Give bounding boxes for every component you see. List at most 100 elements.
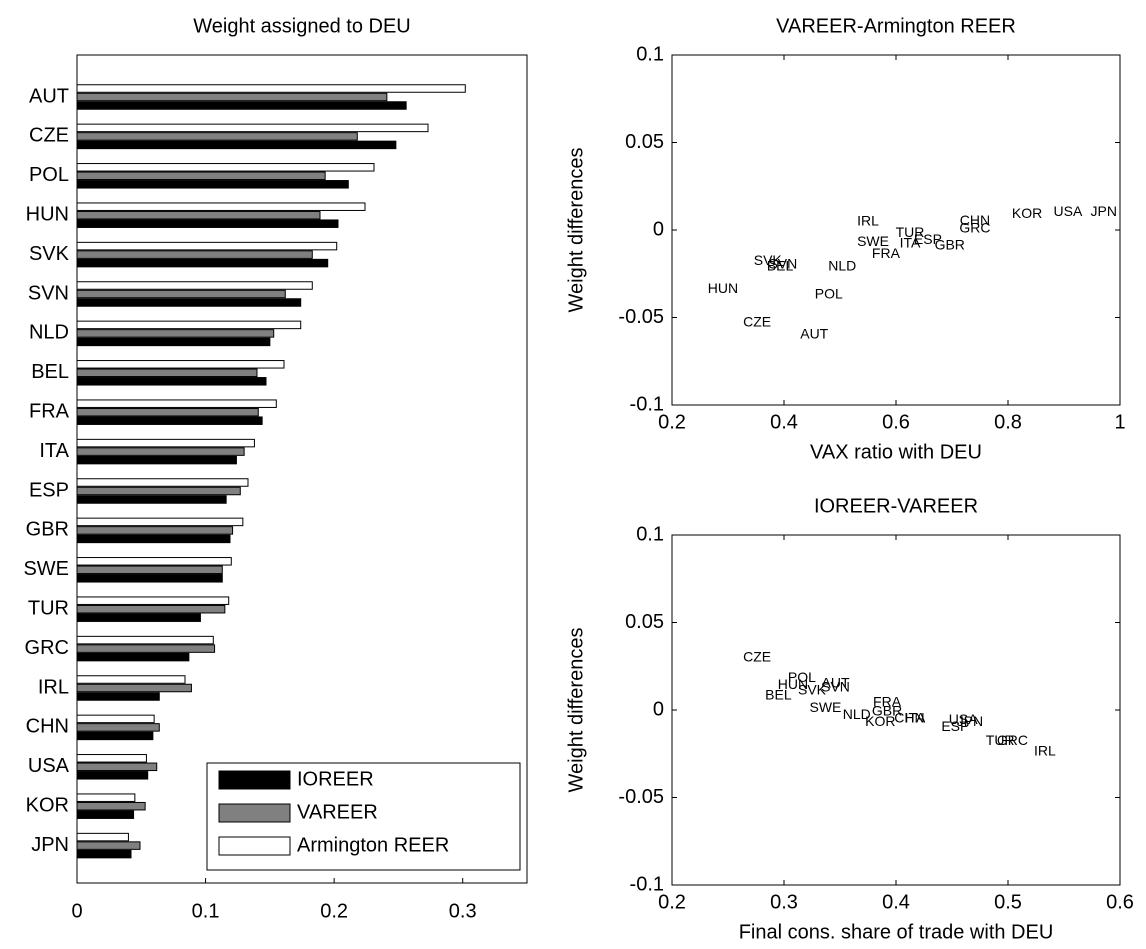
point-label: ITA xyxy=(905,709,926,725)
bar xyxy=(76,447,245,456)
y-tick-label: HUN xyxy=(26,203,69,225)
bar xyxy=(76,298,302,307)
point-label: CHN xyxy=(960,212,990,228)
bar xyxy=(76,762,158,772)
y-tick-label: SWE xyxy=(23,558,69,580)
bar xyxy=(76,92,388,102)
bar xyxy=(76,219,339,228)
bar xyxy=(76,613,201,622)
bar xyxy=(76,132,358,141)
x-tick-label: 0 xyxy=(71,900,82,922)
y-tick-label: ESP xyxy=(29,479,69,501)
y-tick-label: SVN xyxy=(28,282,69,304)
point-label: FRA xyxy=(872,245,901,261)
bar xyxy=(76,832,129,842)
bar xyxy=(76,123,429,133)
point-label: ESP xyxy=(941,718,969,734)
x-tick-label: 0.6 xyxy=(1106,891,1134,913)
point-label: POL xyxy=(815,285,843,301)
point-label: NLD xyxy=(843,706,871,722)
bar xyxy=(76,849,132,859)
point-label: SVK xyxy=(798,681,827,697)
x-axis-label: Final cons. share of trade with DEU xyxy=(739,921,1054,943)
point-label: USA xyxy=(1054,203,1083,219)
bar xyxy=(76,377,267,386)
bar xyxy=(76,754,147,763)
bar xyxy=(76,478,249,487)
bar xyxy=(76,486,241,496)
point-label: HUN xyxy=(778,676,808,692)
x-tick-label: 0.6 xyxy=(882,411,910,433)
bar xyxy=(76,140,397,150)
point-label: BEL xyxy=(767,257,794,273)
x-axis-label: VAX ratio with DEU xyxy=(810,441,982,463)
bar xyxy=(76,250,313,259)
y-tick-label: BEL xyxy=(31,361,69,383)
point-label: CHN xyxy=(894,709,924,725)
x-tick-label: 0.4 xyxy=(770,411,798,433)
legend-swatch xyxy=(218,836,291,856)
y-tick-label: -0.05 xyxy=(618,306,664,328)
bar xyxy=(76,534,231,544)
axes-frame xyxy=(671,54,1121,406)
bar xyxy=(76,171,326,181)
point-label: GRC xyxy=(997,732,1028,748)
point-label: USA xyxy=(949,711,978,727)
bar xyxy=(76,675,186,684)
bar xyxy=(76,281,313,290)
bar xyxy=(76,289,286,299)
y-tick-label: -0.05 xyxy=(618,786,664,808)
bar xyxy=(76,101,407,110)
bar xyxy=(76,652,190,662)
bar xyxy=(76,241,338,251)
legend-label: Armington REER xyxy=(297,834,449,856)
point-label: CZE xyxy=(743,313,771,329)
y-tick-label: -0.1 xyxy=(630,873,664,895)
point-label: TUR xyxy=(986,732,1015,748)
y-tick-label: NLD xyxy=(29,322,69,344)
y-axis-label: Weight differences xyxy=(565,148,587,313)
bar xyxy=(76,180,349,189)
bar xyxy=(76,596,230,605)
point-label: BEL xyxy=(765,687,792,703)
bar xyxy=(76,526,234,535)
point-label: GBR xyxy=(935,236,965,252)
y-tick-label: GBR xyxy=(26,519,69,541)
point-label: SVN xyxy=(768,256,797,272)
y-tick-label: SVK xyxy=(29,243,70,265)
bar xyxy=(76,202,366,211)
y-tick-label: 0 xyxy=(653,698,664,720)
x-tick-label: 0.1 xyxy=(192,900,220,922)
y-tick-label: TUR xyxy=(28,597,69,619)
y-tick-label: KOR xyxy=(26,794,69,816)
x-tick-label: 0.2 xyxy=(658,411,686,433)
bar xyxy=(76,841,141,850)
x-tick-label: 0.3 xyxy=(770,891,798,913)
axes-frame xyxy=(671,534,1121,886)
chart-title: VAREER-Armington REER xyxy=(776,15,1016,37)
bar xyxy=(76,604,226,614)
y-tick-label: FRA xyxy=(29,400,70,422)
bar xyxy=(76,714,155,724)
x-tick-label: 0.2 xyxy=(658,891,686,913)
legend-label: IOREER xyxy=(297,768,374,790)
chart-title: Weight assigned to DEU xyxy=(193,15,411,37)
bar xyxy=(76,801,146,811)
bar xyxy=(76,258,329,268)
point-label: JPN xyxy=(957,713,983,729)
legend-label: VAREER xyxy=(297,801,378,823)
bar xyxy=(76,517,244,527)
bar xyxy=(76,416,263,425)
point-label: JPN xyxy=(1091,203,1117,219)
point-label: GRC xyxy=(959,220,990,236)
bar xyxy=(76,407,259,417)
point-label: ITA xyxy=(900,235,921,251)
bar xyxy=(76,557,232,566)
y-tick-label: IRL xyxy=(38,676,69,698)
point-label: NLD xyxy=(828,257,856,273)
bar xyxy=(76,683,192,693)
point-label: IRL xyxy=(857,213,879,229)
x-tick-label: 0.5 xyxy=(994,891,1022,913)
y-tick-label: 0.1 xyxy=(636,523,664,545)
